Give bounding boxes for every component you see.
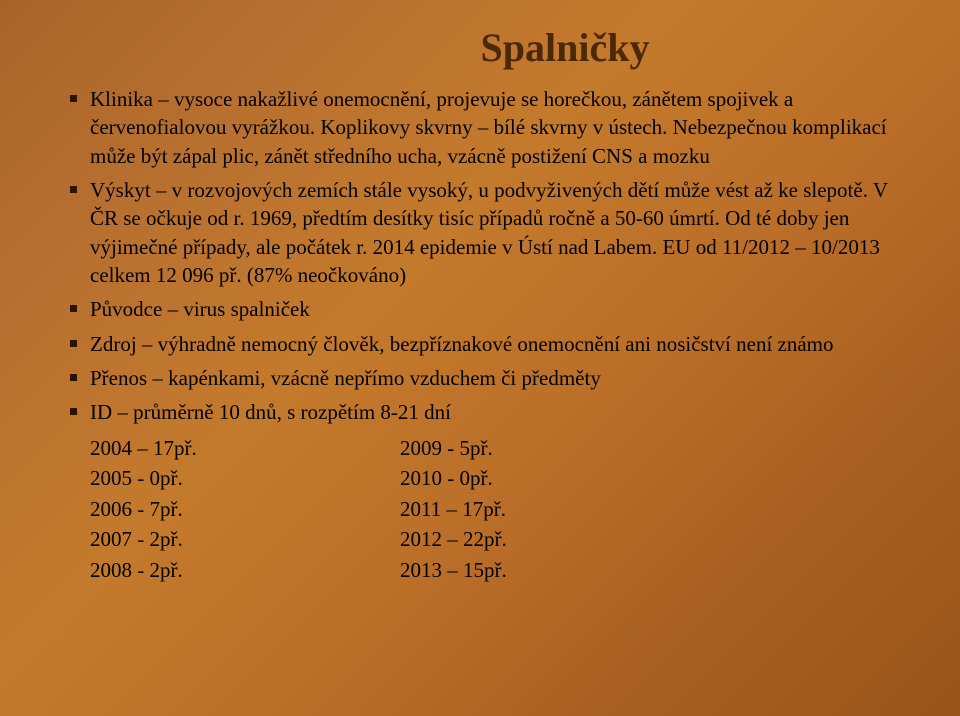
year-row: 2007 - 2př. [90,524,400,554]
slide-title: Spalničky [70,24,900,71]
year-row: 2012 – 22př. [400,524,710,554]
year-row: 2013 – 15př. [400,555,710,585]
list-item: Přenos – kapénkami, vzácně nepřímo vzduc… [70,364,900,392]
year-col-left: 2004 – 17př. 2005 - 0př. 2006 - 7př. 200… [90,433,400,585]
list-item: Zdroj – výhradně nemocný člověk, bezpříz… [70,330,900,358]
slide-container: Spalničky Klinika – vysoce nakažlivé one… [0,0,960,716]
year-row: 2006 - 7př. [90,494,400,524]
year-row: 2004 – 17př. [90,433,400,463]
list-item: Klinika – vysoce nakažlivé onemocnění, p… [70,85,900,170]
list-item: Původce – virus spalniček [70,295,900,323]
bullet-list: Klinika – vysoce nakažlivé onemocnění, p… [70,85,900,427]
list-item: ID – průměrně 10 dnů, s rozpětím 8-21 dn… [70,398,900,426]
year-row: 2009 - 5př. [400,433,710,463]
year-row: 2011 – 17př. [400,494,710,524]
year-row: 2005 - 0př. [90,463,400,493]
year-row: 2010 - 0př. [400,463,710,493]
list-item: Výskyt – v rozvojových zemích stále vyso… [70,176,900,289]
year-col-right: 2009 - 5př. 2010 - 0př. 2011 – 17př. 201… [400,433,710,585]
year-row: 2008 - 2př. [90,555,400,585]
year-columns: 2004 – 17př. 2005 - 0př. 2006 - 7př. 200… [90,433,900,585]
